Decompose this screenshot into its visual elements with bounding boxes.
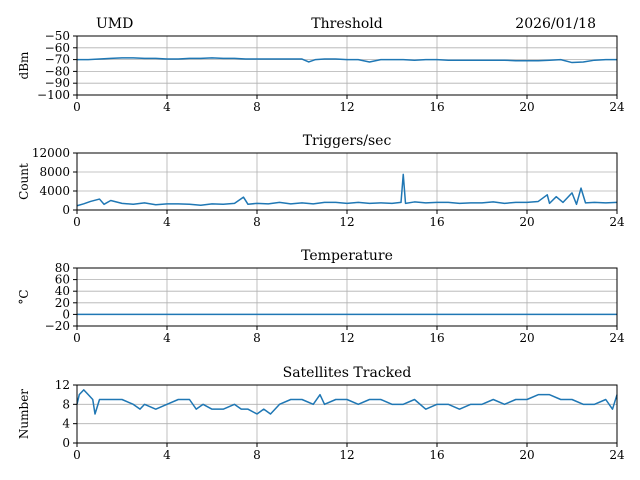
series-line — [76, 173, 618, 207]
x-tick-label: 0 — [73, 100, 81, 114]
x-tick-label: 0 — [73, 331, 81, 345]
date-label: 2026/01/18 — [515, 16, 596, 32]
x-tick-label: 16 — [429, 215, 444, 229]
y-tick-label: 12000 — [32, 146, 70, 160]
y-tick-label: 12 — [55, 378, 70, 392]
y-tick-label: 20 — [55, 296, 70, 310]
y-axis-label: Count — [17, 163, 31, 200]
y-tick-label: 4 — [62, 417, 70, 431]
chart-title: Temperature — [301, 248, 393, 264]
x-tick-label: 8 — [253, 100, 261, 114]
chart-panel-3: 0 4 8 12 16 20 24 0 4 8 12 Satellites Tracked Number — [17, 365, 625, 462]
x-tick-label: 12 — [339, 331, 354, 345]
x-tick-label: 0 — [73, 215, 81, 229]
y-tick-label: 0 — [62, 307, 70, 321]
y-axis-label: Number — [17, 389, 31, 439]
x-tick-label: 20 — [519, 100, 534, 114]
y-tick-label: 40 — [55, 284, 70, 298]
x-tick-label: 16 — [429, 331, 444, 345]
x-tick-label: 12 — [339, 448, 354, 462]
y-tick-label: 80 — [55, 261, 70, 275]
x-tick-label: 24 — [609, 448, 625, 462]
y-axis-label: °C — [17, 289, 31, 304]
x-tick-label: 12 — [339, 215, 354, 229]
chart-panels: 0 4 8 12 16 20 24 −100−90−80−70−60−50 Threshold d… — [17, 16, 625, 462]
x-tick-label: 0 — [73, 448, 81, 462]
x-tick-label: 4 — [163, 331, 171, 345]
y-tick-label: −80 — [45, 64, 70, 78]
y-tick-label: 8000 — [39, 165, 70, 179]
y-tick-label: 0 — [62, 203, 70, 217]
x-tick-label: 20 — [519, 331, 534, 345]
y-tick-label: −50 — [45, 29, 70, 43]
x-tick-label: 20 — [519, 215, 534, 229]
y-tick-label: −70 — [45, 53, 70, 67]
y-tick-label: 8 — [62, 397, 70, 411]
x-tick-label: 16 — [429, 100, 444, 114]
series-line — [76, 389, 618, 415]
y-axis-label: dBm — [17, 51, 31, 80]
y-tick-label: 0 — [62, 436, 70, 450]
y-tick-label: 4000 — [39, 184, 70, 198]
x-tick-label: 24 — [609, 331, 625, 345]
x-tick-label: 12 — [339, 100, 354, 114]
x-tick-label: 4 — [163, 215, 171, 229]
station-label: UMD — [96, 16, 133, 32]
chart-title: Triggers/sec — [303, 133, 392, 149]
x-tick-label: 24 — [609, 100, 625, 114]
x-tick-label: 4 — [163, 100, 171, 114]
x-tick-label: 16 — [429, 448, 444, 462]
y-tick-label: 60 — [55, 273, 70, 287]
y-tick-label: −100 — [37, 88, 70, 102]
chart-title: Threshold — [311, 16, 382, 32]
chart-title: Satellites Tracked — [283, 365, 412, 381]
chart-panel-1: 0 4 8 12 16 20 24 0 4000 8000 12000 Triggers/sec Cou… — [17, 133, 625, 229]
y-tick-label: −60 — [45, 41, 70, 55]
x-tick-label: 8 — [253, 448, 261, 462]
series-line — [77, 57, 617, 64]
x-tick-label: 8 — [253, 215, 261, 229]
y-tick-label: −90 — [45, 76, 70, 90]
y-tick-label: −20 — [45, 319, 70, 333]
x-tick-label: 20 — [519, 448, 534, 462]
chart-panel-0: 0 4 8 12 16 20 24 −100−90−80−70−60−50 Threshold d… — [17, 16, 625, 114]
x-tick-label: 4 — [163, 448, 171, 462]
x-tick-label: 8 — [253, 331, 261, 345]
x-tick-label: 24 — [609, 215, 625, 229]
